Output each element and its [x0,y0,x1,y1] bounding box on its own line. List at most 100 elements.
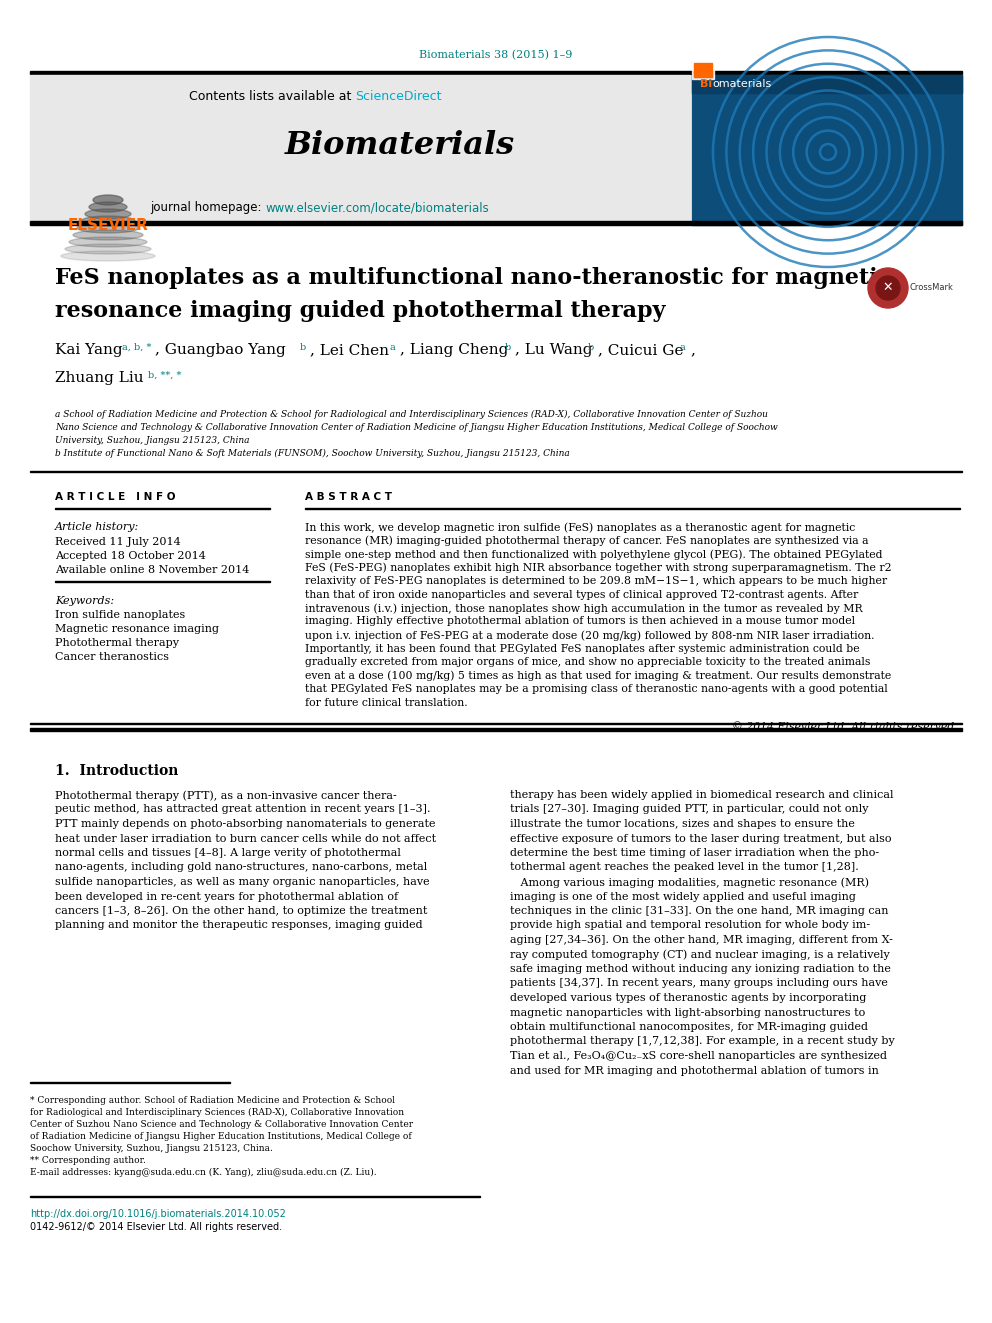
Text: imaging. Highly effective photothermal ablation of tumors is then achieved in a : imaging. Highly effective photothermal a… [305,617,855,627]
Text: normal cells and tissues [4–8]. A large verity of photothermal: normal cells and tissues [4–8]. A large … [55,848,401,859]
Text: Photothermal therapy (PTT), as a non-invasive cancer thera-: Photothermal therapy (PTT), as a non-inv… [55,790,397,800]
Text: , Liang Cheng: , Liang Cheng [400,343,508,357]
Bar [694,64,712,77]
Text: a School of Radiation Medicine and Protection & School for Radiological and Inte: a School of Radiation Medicine and Prote… [55,410,768,419]
Bar [30,75,690,225]
Text: In this work, we develop magnetic iron sulfide (FeS) nanoplates as a theranostic: In this work, we develop magnetic iron s… [305,523,855,533]
Circle shape [868,269,908,308]
Text: , Cuicui Ge: , Cuicui Ge [598,343,683,357]
Text: http://dx.doi.org/10.1016/j.biomaterials.2014.10.052: http://dx.doi.org/10.1016/j.biomaterials… [30,1209,286,1218]
Text: omaterials: omaterials [712,79,771,89]
Ellipse shape [93,194,123,205]
Text: University, Suzhou, Jiangsu 215123, China: University, Suzhou, Jiangsu 215123, Chin… [55,437,250,445]
Text: b Institute of Functional Nano & Soft Materials (FUNSOM), Soochow University, Su: b Institute of Functional Nano & Soft Ma… [55,448,569,458]
Text: b: b [588,343,594,352]
Text: obtain multifunctional nanocomposites, for MR-imaging guided: obtain multifunctional nanocomposites, f… [510,1021,868,1032]
Ellipse shape [85,209,131,220]
Text: Contents lists available at: Contents lists available at [188,90,355,102]
Text: b: b [505,343,511,352]
Text: tothermal agent reaches the peaked level in the tumor [1,28].: tothermal agent reaches the peaked level… [510,863,859,872]
Text: ELSEVIER: ELSEVIER [67,218,149,233]
Text: sulfide nanoparticles, as well as many organic nanoparticles, have: sulfide nanoparticles, as well as many o… [55,877,430,886]
Text: Iron sulfide nanoplates: Iron sulfide nanoplates [55,610,186,620]
Text: for Radiological and Interdisciplinary Sciences (RAD-X), Collaborative Innovatio: for Radiological and Interdisciplinary S… [30,1107,404,1117]
Text: Soochow University, Suzhou, Jiangsu 215123, China.: Soochow University, Suzhou, Jiangsu 2151… [30,1144,273,1154]
Bar [30,471,962,472]
Text: FeS (FeS-PEG) nanoplates exhibit high NIR absorbance together with strong superp: FeS (FeS-PEG) nanoplates exhibit high NI… [305,562,892,573]
Text: www.elsevier.com/locate/biomaterials: www.elsevier.com/locate/biomaterials [265,201,489,214]
Bar [692,61,714,79]
Bar [692,75,962,225]
Bar [30,221,962,225]
Text: Received 11 July 2014: Received 11 July 2014 [55,537,181,546]
Text: a: a [390,343,396,352]
Ellipse shape [77,224,139,233]
Text: planning and monitor the therapeutic responses, imaging guided: planning and monitor the therapeutic res… [55,921,423,930]
Text: Bi: Bi [700,79,712,89]
Text: ✕: ✕ [883,280,893,294]
Ellipse shape [89,202,127,212]
Text: determine the best time timing of laser irradiation when the pho-: determine the best time timing of laser … [510,848,879,859]
Text: Biomaterials: Biomaterials [285,130,515,160]
Text: a, b, *: a, b, * [122,343,152,352]
Text: Article history:: Article history: [55,523,139,532]
Text: effective exposure of tumors to the laser during treatment, but also: effective exposure of tumors to the lase… [510,833,892,844]
Text: CrossMark: CrossMark [910,283,954,292]
Text: a: a [680,343,685,352]
Text: Center of Suzhou Nano Science and Technology & Collaborative Innovation Center: Center of Suzhou Nano Science and Techno… [30,1121,413,1129]
Text: , Guangbao Yang: , Guangbao Yang [155,343,286,357]
Text: Nano Science and Technology & Collaborative Innovation Center of Radiation Medic: Nano Science and Technology & Collaborat… [55,423,778,433]
Text: techniques in the clinic [31–33]. On the one hand, MR imaging can: techniques in the clinic [31–33]. On the… [510,906,889,916]
Text: PTT mainly depends on photo-absorbing nanomaterials to generate: PTT mainly depends on photo-absorbing na… [55,819,435,830]
Text: b, **, *: b, **, * [148,370,182,380]
Text: Cancer theranostics: Cancer theranostics [55,652,169,662]
Text: Biomaterials 38 (2015) 1–9: Biomaterials 38 (2015) 1–9 [420,50,572,60]
Text: Keywords:: Keywords: [55,595,114,606]
Text: A B S T R A C T: A B S T R A C T [305,492,392,501]
Text: gradually excreted from major organs of mice, and show no appreciable toxicity t: gradually excreted from major organs of … [305,658,870,667]
Ellipse shape [81,216,135,226]
Text: Kai Yang: Kai Yang [55,343,123,357]
Text: Importantly, it has been found that PEGylated FeS nanoplates after systemic admi: Importantly, it has been found that PEGy… [305,643,860,654]
Text: E-mail addresses: kyang@suda.edu.cn (K. Yang), zliu@suda.edu.cn (Z. Liu).: E-mail addresses: kyang@suda.edu.cn (K. … [30,1168,377,1177]
Ellipse shape [65,243,151,254]
Text: b: b [300,343,307,352]
Text: A R T I C L E   I N F O: A R T I C L E I N F O [55,492,176,501]
Bar [30,71,962,74]
Text: Photothermal therapy: Photothermal therapy [55,638,179,648]
Text: cancers [1–3, 8–26]. On the other hand, to optimize the treatment: cancers [1–3, 8–26]. On the other hand, … [55,906,428,916]
Text: nano-agents, including gold nano-structures, nano-carbons, metal: nano-agents, including gold nano-structu… [55,863,428,872]
Text: patients [34,37]. In recent years, many groups including ours have: patients [34,37]. In recent years, many … [510,979,888,988]
Text: illustrate the tumor locations, sizes and shapes to ensure the: illustrate the tumor locations, sizes an… [510,819,855,830]
Text: simple one-step method and then functionalized with polyethylene glycol (PEG). T: simple one-step method and then function… [305,549,883,560]
Text: Magnetic resonance imaging: Magnetic resonance imaging [55,624,219,634]
Text: 1.  Introduction: 1. Introduction [55,763,179,778]
Text: 0142-9612/© 2014 Elsevier Ltd. All rights reserved.: 0142-9612/© 2014 Elsevier Ltd. All right… [30,1222,282,1232]
Text: ** Corresponding author.: ** Corresponding author. [30,1156,146,1166]
Text: relaxivity of FeS-PEG nanoplates is determined to be 209.8 mM−1S−1, which appear: relaxivity of FeS-PEG nanoplates is dete… [305,576,887,586]
Text: Among various imaging modalities, magnetic resonance (MR): Among various imaging modalities, magnet… [510,877,869,888]
Text: Accepted 18 October 2014: Accepted 18 October 2014 [55,550,206,561]
Ellipse shape [61,251,155,261]
Bar [692,75,962,93]
Text: resonance (MR) imaging-guided photothermal therapy of cancer. FeS nanoplates are: resonance (MR) imaging-guided phototherm… [305,536,869,546]
Bar [30,728,962,732]
Text: and used for MR imaging and photothermal ablation of tumors in: and used for MR imaging and photothermal… [510,1065,879,1076]
Text: safe imaging method without inducing any ionizing radiation to the: safe imaging method without inducing any… [510,964,891,974]
Text: even at a dose (100 mg/kg) 5 times as high as that used for imaging & treatment.: even at a dose (100 mg/kg) 5 times as hi… [305,671,891,681]
Text: heat under laser irradiation to burn cancer cells while do not affect: heat under laser irradiation to burn can… [55,833,436,844]
Text: intravenous (i.v.) injection, those nanoplates show high accumulation in the tum: intravenous (i.v.) injection, those nano… [305,603,863,614]
Text: photothermal therapy [1,7,12,38]. For example, in a recent study by: photothermal therapy [1,7,12,38]. For ex… [510,1036,895,1046]
Text: , Lei Chen: , Lei Chen [310,343,389,357]
Text: ,: , [690,343,694,357]
Text: been developed in re-cent years for photothermal ablation of: been developed in re-cent years for phot… [55,892,398,901]
Text: aging [27,34–36]. On the other hand, MR imaging, different from X-: aging [27,34–36]. On the other hand, MR … [510,935,893,945]
Text: Tian et al., Fe₃O₄@Cu₂₋xS core-shell nanoparticles are synthesized: Tian et al., Fe₃O₄@Cu₂₋xS core-shell nan… [510,1050,887,1061]
Text: trials [27–30]. Imaging guided PTT, in particular, could not only: trials [27–30]. Imaging guided PTT, in p… [510,804,869,815]
Text: imaging is one of the most widely applied and useful imaging: imaging is one of the most widely applie… [510,892,856,901]
Text: peutic method, has attracted great attention in recent years [1–3].: peutic method, has attracted great atten… [55,804,431,815]
Text: journal homepage:: journal homepage: [150,201,265,214]
Text: magnetic nanoparticles with light-absorbing nanostructures to: magnetic nanoparticles with light-absorb… [510,1008,865,1017]
Text: upon i.v. injection of FeS-PEG at a moderate dose (20 mg/kg) followed by 808-nm : upon i.v. injection of FeS-PEG at a mode… [305,630,875,640]
Text: © 2014 Elsevier Ltd. All rights reserved.: © 2014 Elsevier Ltd. All rights reserved… [732,721,958,732]
